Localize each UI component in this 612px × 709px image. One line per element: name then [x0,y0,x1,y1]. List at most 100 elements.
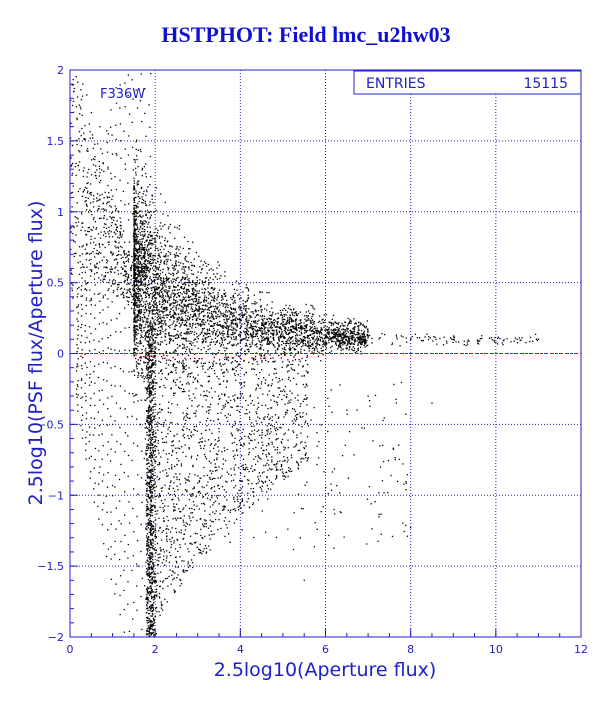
data-point [184,292,186,295]
data-point [280,357,282,359]
data-point [133,263,135,266]
data-point [111,153,114,155]
data-point [111,434,113,436]
data-point [285,314,288,316]
data-point [168,272,170,274]
data-point [301,339,303,341]
data-point [234,309,236,311]
data-point [263,353,266,355]
data-point [111,268,114,270]
data-point [251,320,253,323]
data-point [243,306,245,308]
data-point [148,309,150,312]
data-point [157,287,159,289]
data-point [156,266,158,269]
data-point [226,335,228,338]
data-point [169,352,171,354]
data-point [72,232,74,235]
data-point [95,165,97,167]
data-point [213,318,215,320]
data-point [189,330,192,332]
data-point [205,277,208,279]
data-point [300,338,303,341]
data-point [233,301,235,303]
data-point [115,152,117,155]
data-point [289,326,292,328]
data-point [168,281,170,283]
data-point [270,336,272,338]
data-point [176,433,178,435]
data-point [82,191,84,193]
data-point [218,315,220,318]
data-point [149,303,151,306]
data-point [138,310,140,312]
data-point [282,336,285,339]
data-point [199,296,201,298]
data-point [119,443,122,445]
data-point [452,338,454,341]
data-point [201,280,203,282]
data-point [186,274,188,276]
data-point [161,328,163,330]
data-point [251,328,253,330]
data-point [295,319,297,321]
data-point [219,333,221,335]
data-point [172,314,174,317]
data-point [271,321,273,323]
data-point [357,331,359,333]
data-point [119,231,121,233]
data-point [148,382,151,384]
data-point [77,410,79,412]
data-point [146,236,149,238]
data-point [154,241,156,243]
data-point [537,338,540,341]
data-point [77,347,79,349]
data-point [253,359,255,361]
data-point [203,319,205,321]
data-point [211,365,214,367]
data-point [178,261,180,263]
data-point [337,337,339,339]
data-point [142,375,145,377]
data-point [318,330,320,333]
data-point [273,324,275,326]
data-point [86,366,88,368]
data-point [145,269,147,271]
data-point [137,400,139,402]
data-point [261,481,264,483]
data-point [191,273,193,275]
data-point [124,256,127,259]
data-point [292,314,294,316]
data-point [84,342,86,344]
data-point [210,268,212,270]
data-point [142,289,144,291]
data-point [323,329,326,331]
data-point [140,242,143,245]
data-point [276,342,278,344]
data-point [211,487,213,489]
data-point [158,311,160,313]
data-point [343,335,346,337]
data-point [192,289,194,291]
data-point [209,277,211,279]
data-point [155,312,158,314]
data-point [194,345,196,347]
data-point [284,328,286,330]
data-point [144,223,146,225]
data-point [330,346,332,349]
data-point [140,329,142,332]
data-point [136,347,138,350]
data-point [142,224,144,226]
data-point [159,235,161,237]
data-point [223,316,225,318]
data-point [327,337,329,339]
data-point [238,363,241,365]
data-point [149,322,151,324]
data-point [264,339,266,341]
data-point [333,508,335,511]
data-point [201,288,203,290]
data-point [176,423,179,425]
data-point [133,253,135,255]
data-point [84,382,86,384]
data-point [141,268,143,271]
